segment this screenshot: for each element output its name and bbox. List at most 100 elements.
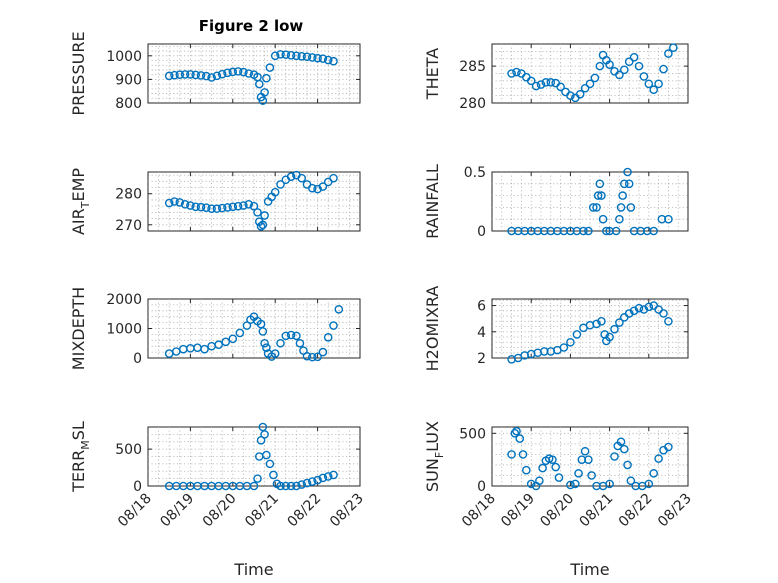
data-point <box>223 68 232 78</box>
y-label-main: THETA <box>423 48 442 100</box>
y-label-main: H2OMIXRA <box>423 286 442 372</box>
data-point <box>644 79 654 89</box>
data-point <box>256 222 266 231</box>
data-point <box>313 53 322 63</box>
data-point <box>649 226 659 236</box>
y-label-main: RAINFALL <box>423 164 442 239</box>
data-point <box>235 328 245 338</box>
data-point <box>212 71 222 81</box>
data-point <box>286 51 296 60</box>
y-axis-label: H2OMIXRA <box>423 286 442 372</box>
data-point <box>276 50 285 59</box>
data-point <box>318 182 328 191</box>
data-point <box>276 481 285 491</box>
data-point <box>592 319 601 329</box>
data-point <box>536 80 546 89</box>
data-point <box>175 198 185 207</box>
data-point <box>597 316 606 326</box>
data-point <box>592 203 601 212</box>
y-label-subscript: T <box>79 201 92 209</box>
data-point <box>170 197 179 206</box>
data-point <box>302 52 312 62</box>
data-point <box>659 309 668 318</box>
data-point <box>585 79 595 89</box>
data-point <box>223 203 232 212</box>
data-point <box>541 78 551 87</box>
data-point <box>307 352 317 362</box>
data-point <box>313 184 322 194</box>
data-point <box>590 73 600 83</box>
data-point <box>588 203 598 212</box>
data-point <box>329 173 338 183</box>
data-point <box>249 201 259 211</box>
data-point <box>571 479 580 489</box>
data-point <box>644 302 654 312</box>
y-label-main: SUN <box>423 458 442 492</box>
data-point <box>649 469 659 478</box>
y-tick-label: 0 <box>477 479 486 495</box>
data-point <box>265 459 275 469</box>
data-point <box>281 481 291 491</box>
data-point <box>244 199 253 209</box>
y-tick-label: 280 <box>115 187 142 203</box>
data-point <box>507 450 516 459</box>
subplot-rainfall: 0 0.5 RAINFALL <box>423 164 689 240</box>
data-point <box>664 442 673 452</box>
data-point <box>228 67 238 77</box>
data-point <box>546 78 556 87</box>
data-point <box>611 226 621 236</box>
data-point <box>624 309 634 318</box>
data-point <box>254 79 264 89</box>
y-axis-label: AIRTEMP <box>69 168 92 235</box>
data-point <box>292 51 301 61</box>
y-tick-label: 1000 <box>106 49 142 65</box>
data-point <box>276 338 285 348</box>
data-point <box>262 450 271 460</box>
data-point <box>170 70 179 80</box>
data-point <box>286 172 296 181</box>
data-point <box>654 454 663 463</box>
data-point <box>313 352 322 362</box>
data-point <box>180 70 190 79</box>
x-tick-label: 08/18 <box>115 491 155 531</box>
data-point <box>217 69 227 79</box>
data-point <box>244 69 253 78</box>
data-point <box>512 67 521 77</box>
data-point <box>286 481 296 491</box>
data-point <box>164 198 174 208</box>
y-label-main: AIR <box>69 208 88 235</box>
y-tick-label: 6 <box>477 299 486 315</box>
x-tick-label: 08/21 <box>242 491 282 531</box>
data-point <box>610 452 619 461</box>
data-point <box>196 202 206 212</box>
data-point <box>548 455 557 464</box>
data-point <box>249 481 259 491</box>
subplot-theta: 280 285 THETA <box>423 43 689 112</box>
data-point <box>593 191 603 200</box>
subplot-sun_flux: 0 500 08/18 08/19 08/20 08/21 08/22 08/23 SUNFLU… <box>423 421 695 579</box>
y-tick-label: 1000 <box>106 322 142 338</box>
y-label-main: MIXDEPTH <box>69 287 88 370</box>
data-point <box>572 330 582 339</box>
data-point <box>620 444 629 454</box>
data-point <box>522 465 531 475</box>
y-label-subscript: F <box>433 452 446 458</box>
data-point <box>207 204 216 213</box>
data-point <box>302 351 312 361</box>
data-point <box>626 476 636 486</box>
subplot-pressure: 800 900 1000 PRESSURE <box>69 31 361 116</box>
data-point <box>664 214 673 224</box>
data-point <box>297 173 307 183</box>
data-point <box>639 305 649 314</box>
data-point <box>615 70 624 80</box>
y-tick-label: 0 <box>133 351 142 367</box>
data-point <box>566 91 575 100</box>
x-axis-label: Time <box>569 560 609 579</box>
data-point <box>629 306 639 316</box>
data-point <box>624 57 634 67</box>
data-point <box>260 88 269 97</box>
subplot-h2omixra: 2 4 6 H2OMIXRA <box>423 286 689 372</box>
y-label-subscript: M <box>79 440 92 450</box>
x-axis-label: Time <box>233 560 273 579</box>
